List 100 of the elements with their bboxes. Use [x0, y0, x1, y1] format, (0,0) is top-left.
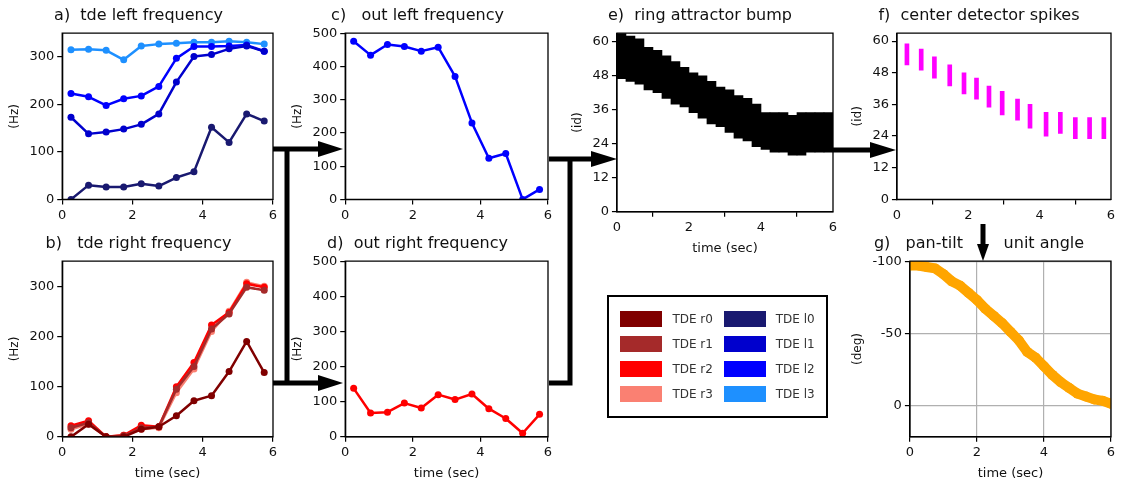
point: [120, 95, 128, 103]
point: [417, 47, 425, 55]
y-tick-label: 400: [312, 57, 338, 73]
x-tick-label: 2: [684, 218, 694, 234]
point: [120, 183, 128, 191]
point: [350, 37, 358, 45]
legend-label: TDE l2: [775, 362, 815, 376]
point: [190, 43, 198, 50]
bar: [1087, 117, 1092, 140]
point: [434, 43, 442, 51]
point: [260, 40, 268, 48]
y-tick-label: 100: [29, 378, 55, 393]
y-tick-label: 100: [312, 393, 338, 409]
y-axis-title: (Hz): [290, 336, 305, 362]
point: [190, 168, 198, 176]
y-tick-label: 0: [328, 428, 338, 444]
chart-title: a) tde left frequency: [54, 4, 223, 24]
x-tick-label: 6: [828, 218, 838, 234]
point: [85, 130, 93, 138]
point: [172, 78, 180, 86]
point: [137, 180, 145, 188]
point: [1064, 382, 1075, 393]
x-tick-label: 4: [476, 206, 485, 222]
y-tick-label: 60: [592, 33, 609, 49]
point: [208, 51, 216, 59]
x-tick-label: 2: [128, 443, 137, 459]
point: [137, 92, 145, 100]
x-tick-label: 6: [268, 443, 278, 459]
point: [502, 415, 510, 423]
point: [155, 110, 163, 118]
point: [172, 174, 180, 182]
bar: [1015, 98, 1020, 121]
x-axis-title: time (sec): [692, 239, 758, 255]
x-tick-label: 6: [543, 206, 553, 222]
x-tick-label: 2: [964, 206, 973, 222]
y-axis-title: (id): [570, 112, 585, 133]
x-tick-label: 2: [408, 206, 417, 222]
bar: [1058, 112, 1063, 134]
x-tick-label: 0: [612, 218, 622, 234]
y-tick-label: 12: [592, 169, 609, 185]
y-tick-label: 300: [312, 322, 338, 338]
bar: [1072, 117, 1078, 140]
point: [946, 276, 957, 287]
point: [400, 399, 408, 407]
point: [208, 123, 216, 131]
point: [1013, 335, 1024, 346]
point: [988, 310, 999, 321]
chart-title: g) pan-tilt unit angle: [873, 232, 1085, 252]
bar: [999, 90, 1005, 116]
y-tick-label: 36: [872, 95, 889, 111]
x-tick-label: 0: [58, 443, 67, 459]
point: [383, 41, 391, 48]
y-tick-label: -100: [872, 252, 902, 268]
point: [155, 40, 163, 48]
point: [963, 287, 974, 298]
point: [102, 128, 110, 136]
legend-label: TDE r0: [672, 312, 713, 326]
point: [208, 392, 216, 400]
y-tick-label: 200: [312, 124, 338, 140]
x-tick-label: 2: [128, 206, 137, 222]
x-tick-label: 2: [972, 443, 982, 459]
point: [172, 39, 180, 47]
point: [980, 303, 991, 314]
point: [172, 54, 180, 62]
bar: [932, 56, 937, 79]
x-tick-label: 4: [198, 206, 207, 222]
legend-label: TDE r3: [672, 387, 713, 401]
x-axis-title: time (sec): [134, 464, 201, 480]
point: [350, 384, 358, 392]
y-tick-label: 0: [45, 190, 55, 206]
chart-title: c) out left frequency: [331, 4, 504, 24]
legend-label: TDE l3: [775, 387, 815, 401]
point: [519, 429, 527, 437]
legend-label: TDE l1: [775, 337, 815, 351]
x-tick-label: 4: [198, 443, 207, 459]
point: [120, 56, 128, 64]
y-tick-label: -50: [880, 324, 902, 340]
x-tick-label: 2: [408, 443, 417, 459]
bar: [947, 64, 953, 87]
point: [208, 43, 216, 50]
y-tick-label: 60: [872, 32, 889, 48]
x-tick-label: 4: [1039, 443, 1049, 459]
x-tick-label: 0: [341, 206, 350, 222]
x-axis-title: time (sec): [977, 464, 1044, 480]
y-tick-label: 100: [312, 157, 338, 173]
point: [485, 154, 493, 162]
point: [172, 412, 180, 420]
bar: [974, 77, 979, 100]
x-tick-label: 0: [58, 206, 67, 222]
point: [367, 51, 375, 59]
y-tick-label: 300: [312, 91, 338, 107]
point: [137, 42, 145, 50]
x-tick-label: 6: [268, 206, 278, 222]
point: [400, 43, 408, 50]
point: [190, 52, 198, 60]
point: [85, 181, 93, 189]
chart-title: d) out right frequency: [327, 232, 508, 252]
y-tick-label: 12: [872, 159, 889, 175]
point: [485, 405, 493, 413]
y-tick-label: 500: [312, 24, 338, 40]
